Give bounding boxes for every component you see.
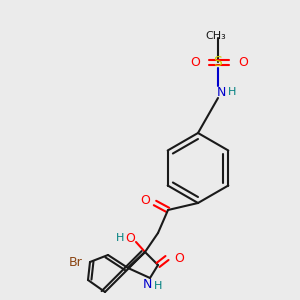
Text: O: O [140,194,150,206]
Text: H: H [228,87,236,97]
Text: N: N [216,85,226,98]
Text: N: N [142,278,152,292]
Text: H: H [154,281,162,291]
Text: Br: Br [69,256,83,268]
Text: S: S [214,55,222,69]
Text: O: O [238,56,248,68]
Text: CH₃: CH₃ [206,31,226,41]
Text: H: H [116,233,124,243]
Text: O: O [125,232,135,244]
Text: O: O [190,56,200,68]
Text: O: O [174,251,184,265]
